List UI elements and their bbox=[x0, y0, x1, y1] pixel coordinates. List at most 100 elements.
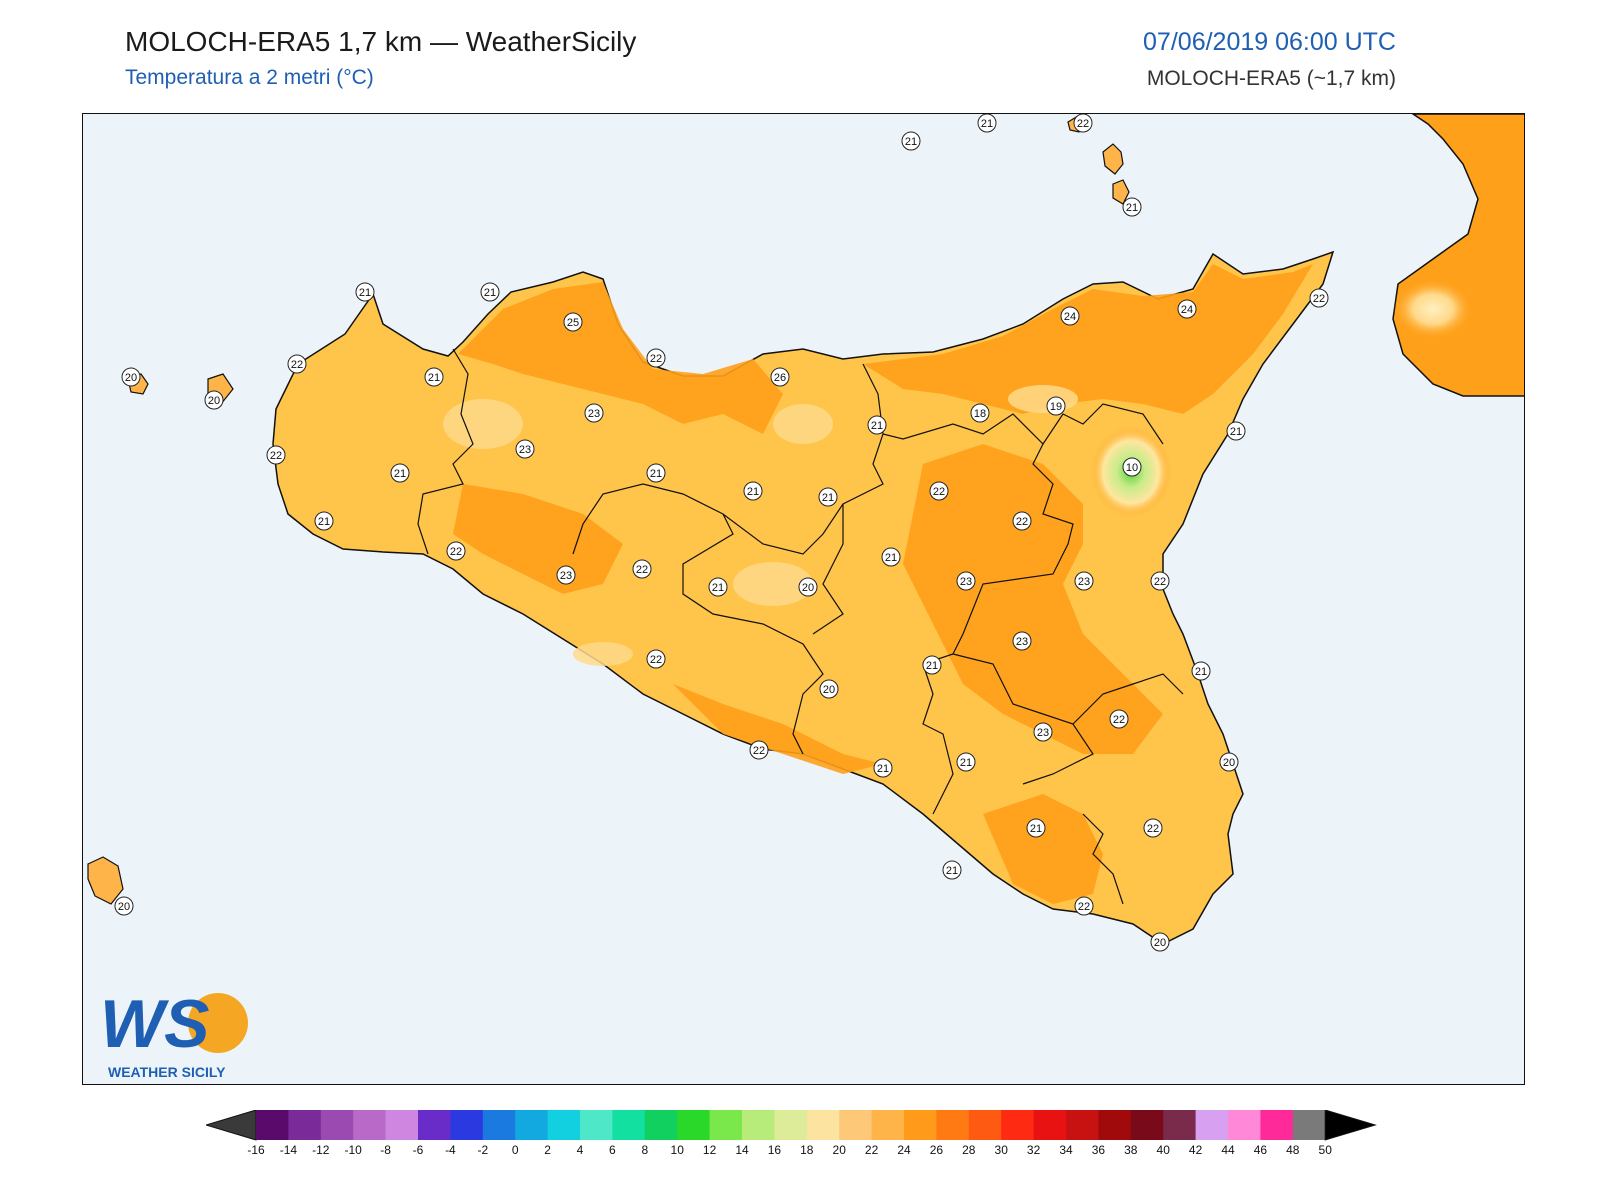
colorbar-swatch bbox=[1195, 1110, 1229, 1140]
station-marker bbox=[770, 367, 790, 387]
station-marker bbox=[446, 541, 466, 561]
station-marker bbox=[515, 439, 535, 459]
colorbar-swatch bbox=[353, 1110, 387, 1140]
colorbar-tick-label: 32 bbox=[1027, 1143, 1041, 1157]
station-value: 22 bbox=[1147, 823, 1159, 835]
colorbar-swatch bbox=[936, 1110, 970, 1140]
map-canvas: 21 21 22 21 21 21 25 24 24 22 20 22 21 22 26 20 23 18 19 21… bbox=[87, 114, 1524, 952]
colorbar-tick-label: 38 bbox=[1124, 1143, 1138, 1157]
colorbar-swatch bbox=[385, 1110, 419, 1140]
colorbar-tick-label: 2 bbox=[544, 1143, 551, 1157]
colorbar-min-arrow bbox=[204, 1109, 257, 1141]
colorbar-swatch bbox=[547, 1110, 581, 1140]
station-marker bbox=[1177, 299, 1197, 319]
station-marker bbox=[114, 896, 134, 916]
colorbar-tick-label: 50 bbox=[1319, 1143, 1333, 1157]
calabria-warm-core bbox=[1393, 279, 1473, 339]
station-marker bbox=[1150, 571, 1170, 591]
station-value: 24 bbox=[1181, 304, 1193, 316]
station-value: 23 bbox=[588, 408, 600, 420]
calabria-landmass bbox=[1392, 114, 1524, 397]
colorbar-tick-label: -2 bbox=[477, 1143, 488, 1157]
station-value: 20 bbox=[802, 582, 814, 594]
logo-mark: WS bbox=[100, 986, 210, 1062]
station-value: 22 bbox=[1313, 293, 1325, 305]
station-value: 21 bbox=[1030, 823, 1042, 835]
station-marker bbox=[901, 131, 921, 151]
station-value: 22 bbox=[933, 486, 945, 498]
station-value: 21 bbox=[885, 552, 897, 564]
station-marker bbox=[1122, 197, 1142, 217]
model-label: MOLOCH-ERA5 (~1,7 km) bbox=[1146, 67, 1396, 90]
colorbar-swatch bbox=[839, 1110, 873, 1140]
colorbar-tick-label: -8 bbox=[380, 1143, 391, 1157]
station-marker bbox=[1109, 709, 1129, 729]
colorbar-swatch bbox=[1163, 1110, 1197, 1140]
station-value: 23 bbox=[1078, 576, 1090, 588]
station-marker bbox=[929, 481, 949, 501]
station-markers: 21 21 22 21 21 21 25 24 24 22 20 22 21 22 26 20 23 18 19 21… bbox=[114, 114, 1329, 952]
colorbar-tick-label: 28 bbox=[962, 1143, 976, 1157]
station-marker bbox=[121, 367, 141, 387]
colorbar-swatch bbox=[1033, 1110, 1067, 1140]
station-value: 21 bbox=[960, 757, 972, 769]
station-value: 21 bbox=[905, 136, 917, 148]
station-marker bbox=[942, 860, 962, 880]
map-title: MOLOCH-ERA5 1,7 km — WeatherSicily bbox=[125, 26, 637, 57]
station-marker bbox=[922, 655, 942, 675]
station-marker bbox=[881, 547, 901, 567]
temperature-colorbar: -16 -14 -12 -10 -8 -6 -4 -2 0 2 4 6 8 10 12 14 16 18 20 22 2… bbox=[204, 1109, 1386, 1165]
station-marker bbox=[632, 559, 652, 579]
station-value: 22 bbox=[753, 745, 765, 757]
station-marker bbox=[314, 511, 334, 531]
warm-zones bbox=[453, 264, 1313, 904]
colorbar-max-arrow bbox=[1324, 1109, 1377, 1141]
station-marker bbox=[266, 445, 286, 465]
station-value: 23 bbox=[960, 576, 972, 588]
station-value: 21 bbox=[822, 492, 834, 504]
station-value: 21 bbox=[650, 468, 662, 480]
station-marker bbox=[1226, 421, 1246, 441]
colorbar-tick-label: -10 bbox=[345, 1143, 363, 1157]
station-marker bbox=[1074, 571, 1094, 591]
colorbar-swatch bbox=[1228, 1110, 1261, 1140]
colorbar-tick-label: 20 bbox=[833, 1143, 847, 1157]
colorbar-tick-label: 26 bbox=[930, 1143, 944, 1157]
colorbar-swatch bbox=[580, 1110, 613, 1140]
colorbar-tick-label: 8 bbox=[641, 1143, 648, 1157]
station-marker bbox=[956, 571, 976, 591]
station-marker bbox=[1219, 752, 1239, 772]
colorbar-tick-label: 0 bbox=[512, 1143, 519, 1157]
colorbar-tick-label: 30 bbox=[995, 1143, 1009, 1157]
station-marker bbox=[1073, 114, 1093, 133]
station-value: 22 bbox=[450, 546, 462, 558]
station-marker bbox=[1033, 722, 1053, 742]
colorbar-tick-label: -16 bbox=[247, 1143, 265, 1157]
station-marker bbox=[563, 312, 583, 332]
colorbar-swatch bbox=[774, 1110, 808, 1140]
station-value: 10 bbox=[1126, 462, 1138, 474]
station-marker bbox=[970, 403, 990, 423]
station-value: 20 bbox=[208, 395, 220, 407]
station-value: 21 bbox=[428, 372, 440, 384]
station-value: 21 bbox=[318, 516, 330, 528]
station-marker bbox=[556, 565, 576, 585]
station-value: 21 bbox=[946, 865, 958, 877]
colorbar-tick-label: 22 bbox=[865, 1143, 879, 1157]
colorbar-tick-label: 48 bbox=[1286, 1143, 1300, 1157]
station-value: 20 bbox=[823, 684, 835, 696]
colorbar-swatch bbox=[742, 1110, 775, 1140]
station-marker bbox=[1143, 818, 1163, 838]
colorbar-swatch bbox=[1001, 1110, 1035, 1140]
station-marker bbox=[867, 415, 887, 435]
valid-datetime: 07/06/2019 06:00 UTC bbox=[1143, 28, 1396, 56]
station-value: 18 bbox=[974, 408, 986, 420]
station-value: 21 bbox=[712, 582, 724, 594]
station-marker bbox=[204, 390, 224, 410]
colorbar-tick-label: 34 bbox=[1059, 1143, 1073, 1157]
station-value: 21 bbox=[1126, 202, 1138, 214]
station-value: 21 bbox=[926, 660, 938, 672]
colorbar-swatch bbox=[871, 1110, 905, 1140]
station-marker bbox=[584, 403, 604, 423]
station-value: 20 bbox=[1223, 757, 1235, 769]
